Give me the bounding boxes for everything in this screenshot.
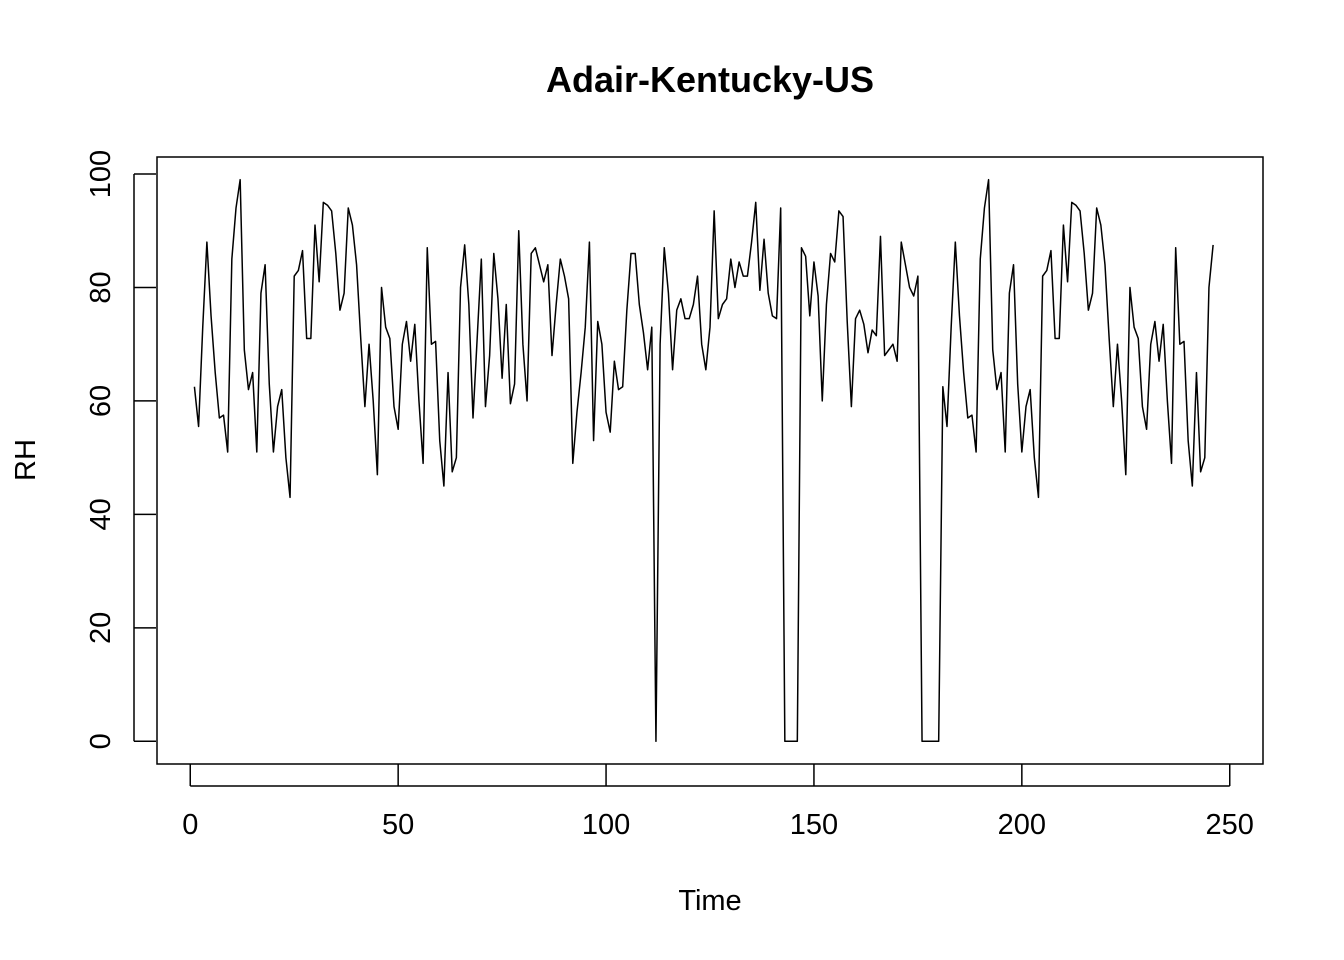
y-tick-label: 100: [85, 150, 117, 198]
y-tick-label: 20: [85, 612, 117, 644]
x-tick-label: 0: [182, 809, 198, 841]
x-tick-label: 200: [998, 809, 1046, 841]
x-tick-label: 100: [582, 809, 630, 841]
y-tick-label: 0: [85, 733, 117, 749]
x-axis: 0 50 100 150 200 250: [182, 764, 1254, 841]
x-tick-label: 250: [1206, 809, 1254, 841]
y-tick-label: 80: [85, 271, 117, 303]
y-tick-label: 60: [85, 385, 117, 417]
x-axis-title: Time: [678, 885, 741, 917]
x-tick-label: 50: [382, 809, 414, 841]
chart-title: Adair-Kentucky-US: [546, 59, 874, 100]
series-line: [193, 178, 1214, 743]
y-tick-label: 40: [85, 498, 117, 530]
y-axis-title: RH: [10, 439, 42, 481]
x-tick-label: 150: [790, 809, 838, 841]
plot-frame: [156, 156, 1264, 765]
y-axis: 0 20 40 60 80 100: [85, 150, 156, 749]
